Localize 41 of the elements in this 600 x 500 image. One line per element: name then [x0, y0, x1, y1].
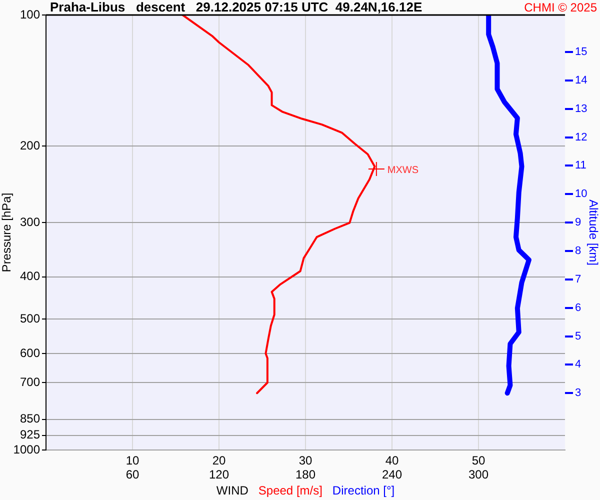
- y-tick-label: 1000: [13, 442, 40, 456]
- chart-title: Praha-Libus descent 29.12.2025 07:15 UTC 49.24N,16.12E: [50, 0, 422, 15]
- y-tick-label: 500: [20, 311, 40, 326]
- y2-tick-label: 5: [575, 330, 582, 342]
- y-tick-label: 400: [20, 269, 40, 284]
- y2-axis-title: Altitude [km]: [586, 199, 600, 266]
- x2-tick-label: 120: [208, 467, 230, 482]
- y2-tick-label: 11: [575, 160, 586, 172]
- y-tick-label: 600: [20, 346, 40, 360]
- text: CHMI © 2025: [524, 0, 598, 14]
- y-tick-label: 300: [20, 214, 40, 229]
- text: Direction [°]: [332, 483, 395, 498]
- y2-tick-label: 9: [575, 216, 582, 229]
- annotation: MXWS: [387, 164, 419, 176]
- x-tick-label: 50: [472, 454, 486, 468]
- y-tick-label: 850: [20, 412, 40, 426]
- y2-tick-label: 3: [575, 387, 582, 400]
- x-tick-label: 10: [126, 454, 140, 468]
- x2-tick-label: 180: [295, 467, 316, 482]
- y2-tick-label: 4: [575, 358, 582, 371]
- y2-tick-label: 13: [575, 102, 588, 115]
- y-axis-title: Pressure [hPa]: [0, 192, 14, 272]
- x-axis-title: WIND: [216, 483, 249, 498]
- x2-tick-label: 60: [126, 467, 140, 482]
- x2-tick-label: 240: [382, 467, 402, 482]
- y-tick-label: 200: [20, 138, 40, 152]
- y2-tick-label: 14: [575, 74, 588, 86]
- y-tick-label: 925: [20, 428, 40, 442]
- y2-tick-label: 6: [575, 302, 582, 314]
- y-tick-label: 100: [20, 7, 40, 22]
- y2-tick-label: 12: [575, 131, 588, 144]
- x-tick-label: 20: [212, 454, 226, 468]
- y-tick-label: 700: [20, 374, 40, 389]
- x-tick-label: 40: [385, 454, 399, 468]
- y2-tick-label: 10: [575, 188, 588, 200]
- y2-tick-label: 7: [575, 273, 582, 286]
- x2-tick-label: 300: [468, 467, 489, 482]
- x-tick-label: 30: [298, 454, 312, 468]
- y2-tick-label: 15: [575, 46, 588, 58]
- text: Speed [m/s]: [258, 483, 322, 498]
- y2-tick-label: 8: [575, 245, 582, 258]
